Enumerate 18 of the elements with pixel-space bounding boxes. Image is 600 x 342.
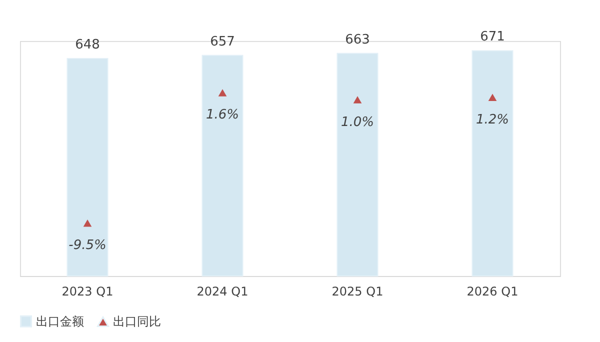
data-label: 1.0% <box>340 114 374 130</box>
point <box>218 89 227 96</box>
data-label: 671 <box>480 30 505 45</box>
data-label: 1.2% <box>476 112 510 128</box>
data-label: 1.6% <box>206 108 240 123</box>
x-tick-label: 2025 Q1 <box>332 284 384 298</box>
point <box>353 96 362 104</box>
legend-label: 出口金额 <box>36 314 84 328</box>
x-tick-label: 2026 Q1 <box>466 284 518 298</box>
x-tick-label: 2023 Q1 <box>62 284 114 298</box>
x-tick-label: 2024 Q1 <box>196 284 248 298</box>
point <box>488 94 497 102</box>
data-label: 657 <box>210 34 235 50</box>
legend-label: 出口同比 <box>113 314 161 329</box>
data-label: -9.5% <box>68 238 106 254</box>
data-label: 648 <box>75 37 100 52</box>
data-label: 663 <box>345 32 370 48</box>
point <box>83 220 92 227</box>
